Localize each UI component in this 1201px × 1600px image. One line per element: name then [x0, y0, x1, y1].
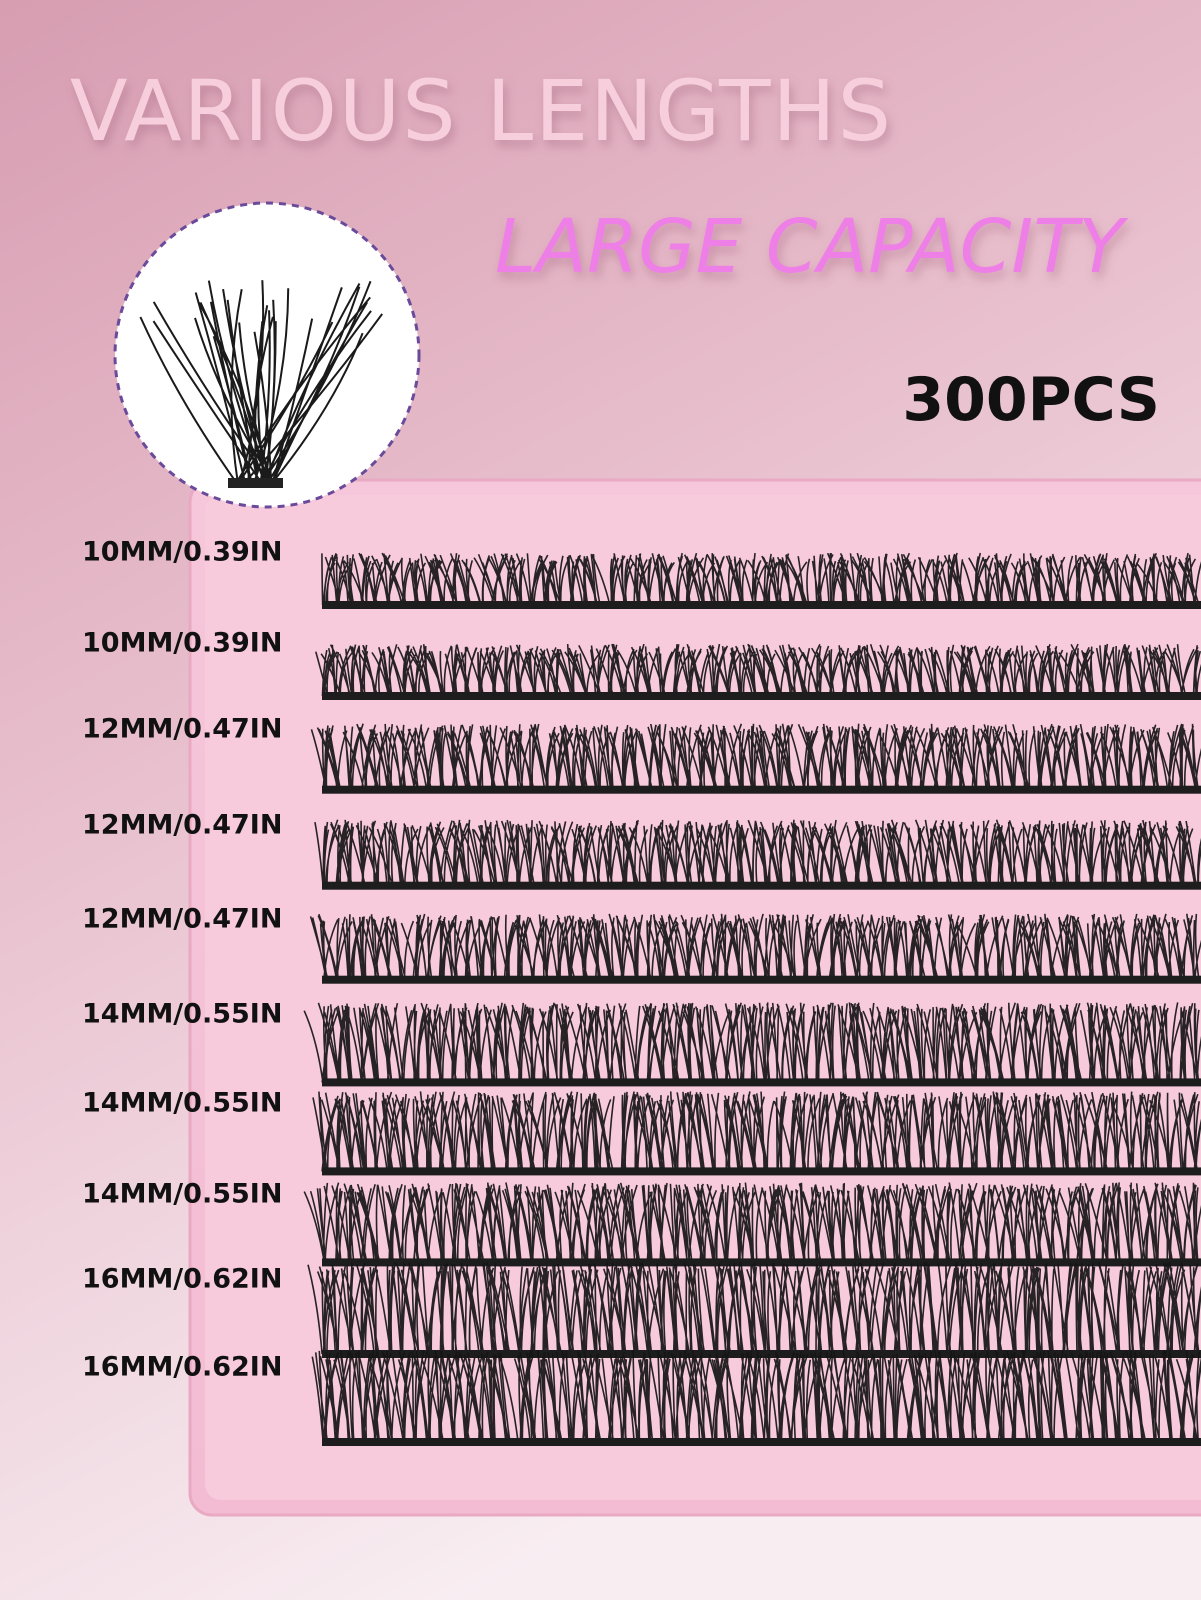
lash-band	[322, 1350, 1201, 1358]
subtitle: LARGE CAPACITY	[495, 204, 1129, 290]
lash-band	[322, 1438, 1201, 1446]
lash-row	[303, 1182, 1201, 1263]
row-label: 16MM/0.62IN	[82, 1352, 282, 1383]
zoomed-lash	[139, 280, 383, 488]
lash-band	[322, 692, 1201, 700]
lash-base	[228, 478, 283, 488]
lash-row	[312, 1091, 1201, 1172]
row-label: 12MM/0.47IN	[82, 904, 282, 935]
zoom-circle	[113, 201, 421, 509]
lash-band	[322, 785, 1201, 794]
row-label: 12MM/0.47IN	[82, 810, 282, 841]
lash-band	[322, 601, 1201, 609]
lash-strands	[139, 280, 383, 486]
row-label: 14MM/0.55IN	[82, 999, 282, 1030]
lash-row	[309, 913, 1201, 980]
lash-band	[322, 975, 1201, 984]
title: VARIOUS LENGTHS	[70, 62, 893, 160]
lash-rows: 10MM/0.39IN 10MM/0.39IN 12MM/0.47IN 12MM/0.…	[82, 537, 1201, 1446]
lash-row	[311, 1349, 1201, 1443]
row-label: 10MM/0.39IN	[82, 628, 282, 659]
lash-row	[315, 643, 1201, 697]
lash-row	[303, 1002, 1201, 1083]
lash-band	[322, 1258, 1201, 1267]
lash-band	[322, 1078, 1201, 1087]
lash-band	[322, 1167, 1201, 1176]
row-label: 12MM/0.47IN	[82, 714, 282, 745]
lash-row	[307, 1261, 1201, 1355]
row-label: 10MM/0.39IN	[82, 537, 282, 568]
lash-row	[314, 819, 1201, 886]
row-label: 14MM/0.55IN	[82, 1088, 282, 1119]
lash-row	[321, 552, 1201, 606]
row-label: 16MM/0.62IN	[82, 1264, 282, 1295]
row-label: 14MM/0.55IN	[82, 1179, 282, 1210]
lash-band	[322, 881, 1201, 890]
lash-row	[310, 723, 1201, 790]
count: 300PCS	[902, 365, 1160, 435]
